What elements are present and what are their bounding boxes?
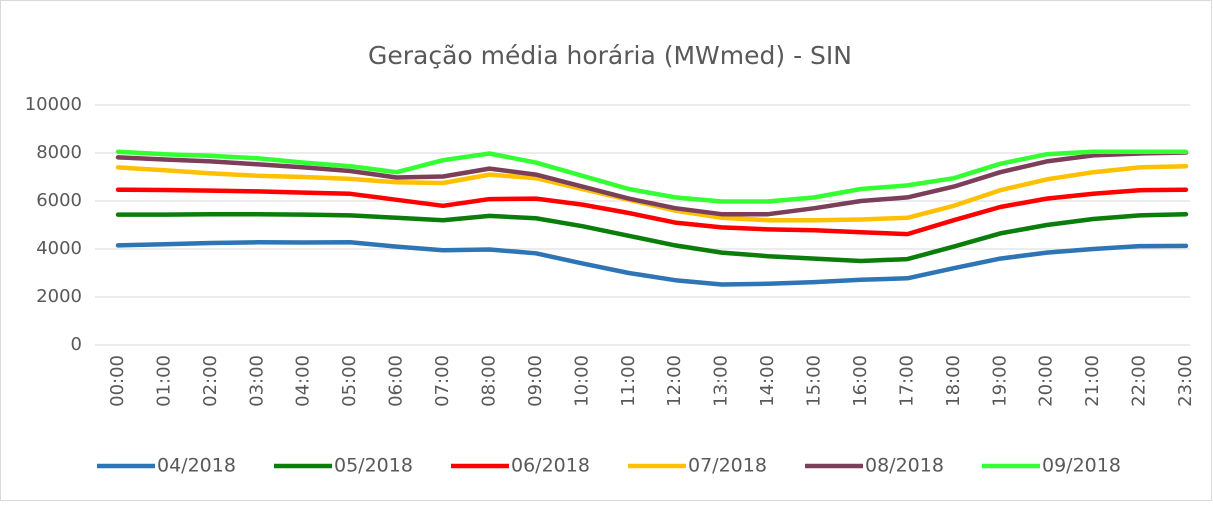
y-tick-label: 10000 xyxy=(25,94,82,115)
x-tick-label: 06:00 xyxy=(386,355,407,407)
legend-label: 05/2018 xyxy=(334,455,413,477)
legend-label: 07/2018 xyxy=(688,455,767,477)
series-line xyxy=(115,211,1189,264)
y-tick-label: 4000 xyxy=(36,238,82,259)
series-line xyxy=(115,240,1189,287)
x-tick-label: 19:00 xyxy=(989,355,1010,407)
legend-label: 06/2018 xyxy=(511,455,590,477)
x-tick-label: 05:00 xyxy=(339,355,360,407)
x-tick-label: 17:00 xyxy=(896,355,917,407)
x-tick-label: 13:00 xyxy=(711,355,732,407)
x-tick-label: 16:00 xyxy=(850,355,871,407)
x-tick-label: 04:00 xyxy=(293,355,314,407)
x-tick-label: 20:00 xyxy=(1036,355,1057,407)
y-tick-label: 8000 xyxy=(36,142,82,163)
y-tick-label: 2000 xyxy=(36,286,82,307)
x-tick-label: 12:00 xyxy=(664,355,685,407)
x-tick-label: 03:00 xyxy=(246,355,267,407)
x-tick-label: 02:00 xyxy=(200,355,221,407)
x-tick-label: 08:00 xyxy=(478,355,499,407)
x-tick-label: 23:00 xyxy=(1175,355,1196,407)
y-tick-label: 6000 xyxy=(36,190,82,211)
legend-label: 04/2018 xyxy=(157,455,236,477)
x-tick-label: 11:00 xyxy=(618,355,639,407)
x-tick-label: 21:00 xyxy=(1082,355,1103,407)
chart-title: Geração média horária (MWmed) - SIN xyxy=(368,41,852,70)
x-tick-label: 01:00 xyxy=(153,355,174,407)
x-tick-label: 18:00 xyxy=(943,355,964,407)
legend-label: 09/2018 xyxy=(1042,455,1121,477)
x-tick-label: 15:00 xyxy=(804,355,825,407)
x-tick-label: 00:00 xyxy=(107,355,128,407)
x-tick-label: 10:00 xyxy=(571,355,592,407)
legend-label: 08/2018 xyxy=(865,455,944,477)
x-tick-label: 14:00 xyxy=(757,355,778,407)
series-line xyxy=(115,150,1189,217)
series-line xyxy=(115,187,1189,237)
y-tick-label: 0 xyxy=(71,334,82,355)
x-tick-label: 09:00 xyxy=(525,355,546,407)
series-line xyxy=(115,149,1189,204)
x-tick-label: 22:00 xyxy=(1129,355,1150,407)
x-tick-label: 07:00 xyxy=(432,355,453,407)
